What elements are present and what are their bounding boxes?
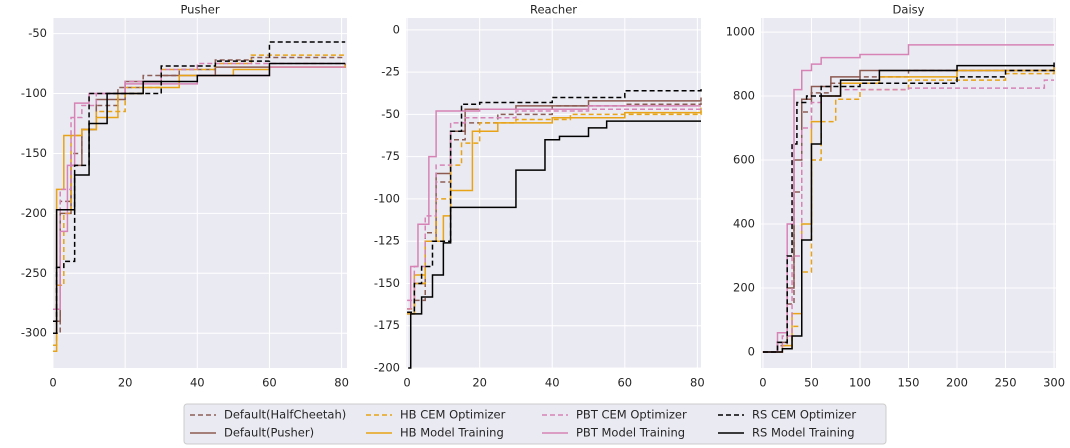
- series-line: [53, 41, 346, 323]
- y-tick-label: -200: [21, 206, 47, 220]
- x-tick-label: 20: [118, 376, 133, 390]
- x-tick-label: 250: [995, 376, 1017, 390]
- series-line: [407, 107, 702, 315]
- x-tick-label: 40: [190, 376, 205, 390]
- series-line: [53, 62, 346, 334]
- legend-label: HB CEM Optimizer: [400, 408, 506, 422]
- legend-label: Default(HalfCheetah): [224, 408, 346, 422]
- panel-title: Reacher: [530, 3, 577, 17]
- y-tick-label: 800: [733, 89, 755, 103]
- series-line: [762, 44, 1055, 353]
- legend-box: [183, 403, 887, 445]
- y-tick-label: -100: [374, 191, 400, 205]
- y-tick-label: -250: [21, 266, 47, 280]
- x-tick-label: 20: [472, 376, 487, 390]
- y-tick-label: -300: [21, 326, 47, 340]
- x-tick-label: 40: [545, 376, 560, 390]
- y-tick-label: -75: [381, 149, 400, 163]
- legend-label: PBT CEM Optimizer: [576, 408, 687, 422]
- plot-background: [406, 18, 701, 368]
- y-tick-label: -125: [374, 234, 400, 248]
- series-line: [407, 105, 701, 310]
- y-tick-label: -25: [381, 65, 400, 79]
- x-tick-label: 150: [898, 376, 920, 390]
- x-tick-label: 80: [690, 376, 705, 390]
- x-tick-label: 0: [49, 376, 56, 390]
- x-tick-label: 80: [334, 376, 349, 390]
- x-tick-label: 0: [759, 376, 766, 390]
- series-line: [762, 65, 1055, 353]
- series-line: [762, 62, 1055, 353]
- plot-background: [53, 18, 347, 368]
- y-tick-label: -150: [374, 276, 400, 290]
- x-tick-label: 100: [849, 376, 871, 390]
- panel-title: Pusher: [180, 3, 219, 17]
- x-tick-label: 60: [617, 376, 632, 390]
- x-tick-label: 200: [946, 376, 968, 390]
- series-line: [407, 110, 702, 310]
- series-line: [53, 56, 346, 334]
- series-line: [53, 62, 346, 311]
- legend-label: Default(Pusher): [224, 426, 314, 440]
- x-tick-label: 0: [403, 376, 410, 390]
- y-tick-label: -50: [381, 107, 400, 121]
- x-tick-label: 300: [1043, 376, 1065, 390]
- x-tick-label: 60: [262, 376, 277, 390]
- panel-title: Daisy: [893, 3, 925, 17]
- series-line: [407, 89, 702, 313]
- y-tick-label: -200: [374, 361, 400, 375]
- y-tick-label: 0: [748, 345, 755, 359]
- y-tick-label: -175: [374, 318, 400, 332]
- y-tick-label: -50: [28, 26, 47, 40]
- series-line: [408, 120, 701, 369]
- x-tick-label: 50: [804, 376, 819, 390]
- legend-label: PBT Model Training: [576, 426, 685, 440]
- legend-label: HB Model Training: [400, 426, 504, 440]
- legend-label: RS CEM Optimizer: [752, 408, 856, 422]
- y-tick-label: 200: [733, 281, 755, 295]
- y-tick-label: -150: [21, 146, 47, 160]
- series-line: [762, 67, 1055, 353]
- legend-label: RS Model Training: [752, 426, 855, 440]
- y-tick-label: 0: [393, 22, 400, 36]
- y-tick-label: 600: [733, 153, 755, 167]
- y-tick-label: -100: [21, 86, 47, 100]
- y-tick-label: 1000: [726, 25, 755, 39]
- y-tick-label: 400: [733, 217, 755, 231]
